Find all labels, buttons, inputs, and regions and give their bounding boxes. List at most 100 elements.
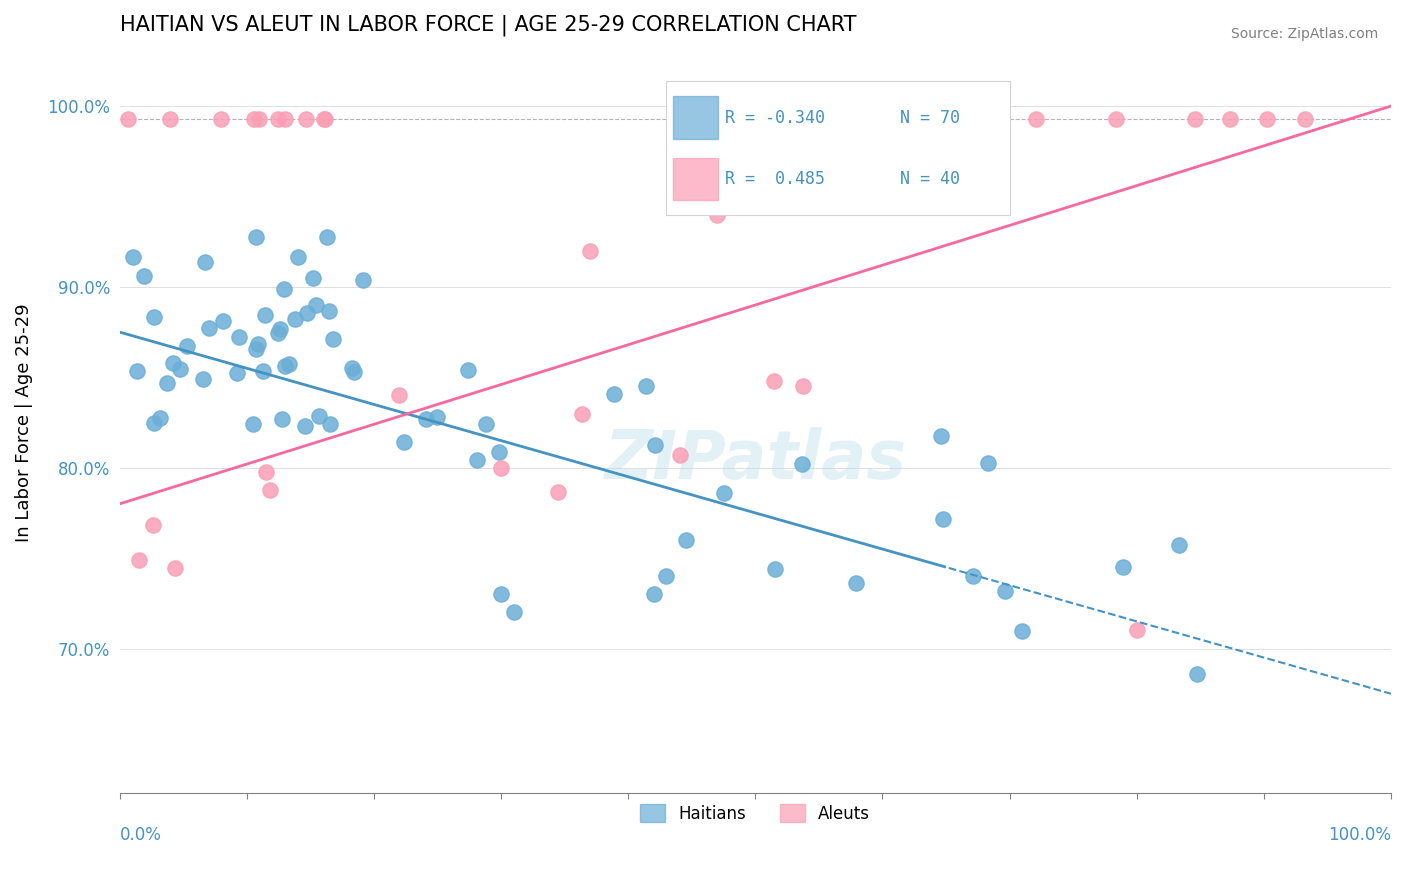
Point — [571, 407, 593, 421]
Point — [343, 365, 366, 379]
Point — [209, 112, 232, 126]
Point — [127, 364, 149, 378]
Point — [318, 304, 340, 318]
Point — [245, 230, 267, 244]
Point — [579, 244, 602, 258]
Point — [636, 379, 658, 393]
Point — [713, 486, 735, 500]
Point — [352, 273, 374, 287]
Point — [489, 460, 512, 475]
Point — [162, 356, 184, 370]
Point — [243, 112, 266, 126]
Point — [962, 568, 984, 582]
Point — [488, 445, 510, 459]
Point — [706, 208, 728, 222]
Point — [274, 112, 297, 126]
Point — [295, 305, 318, 319]
Point — [457, 363, 479, 377]
Point — [668, 448, 690, 462]
Point — [266, 326, 288, 340]
Point — [169, 362, 191, 376]
Point — [143, 310, 166, 324]
Point — [392, 434, 415, 449]
Point — [245, 342, 267, 356]
Point — [228, 330, 250, 344]
Point — [273, 282, 295, 296]
Point — [278, 357, 301, 371]
Point — [321, 332, 343, 346]
Point — [142, 517, 165, 532]
Point — [388, 388, 411, 402]
Point — [1185, 667, 1208, 681]
Point — [1219, 112, 1241, 126]
Point — [270, 411, 292, 425]
Point — [191, 372, 214, 386]
Point — [122, 250, 145, 264]
Point — [267, 112, 290, 126]
Point — [1168, 538, 1191, 552]
Point — [259, 483, 281, 497]
Point — [302, 270, 325, 285]
Point — [319, 417, 342, 432]
Point — [467, 453, 489, 467]
Point — [644, 438, 666, 452]
Point — [252, 364, 274, 378]
Point — [312, 112, 335, 126]
Point — [294, 419, 316, 434]
Text: 0.0%: 0.0% — [120, 826, 162, 844]
Point — [176, 339, 198, 353]
Point — [314, 112, 336, 126]
Point — [845, 576, 868, 591]
Point — [963, 112, 986, 126]
Point — [163, 561, 186, 575]
Point — [918, 112, 941, 126]
Point — [994, 584, 1017, 599]
Text: ZIPatlas: ZIPatlas — [605, 426, 907, 492]
Point — [159, 112, 181, 126]
Point — [762, 374, 785, 388]
Point — [675, 533, 697, 547]
Point — [1294, 112, 1316, 126]
Point — [1112, 560, 1135, 574]
Point — [502, 605, 524, 619]
Point — [340, 361, 363, 376]
Point — [1125, 624, 1147, 638]
Point — [149, 411, 172, 425]
Point — [284, 312, 307, 326]
Point — [1104, 112, 1126, 126]
Point — [932, 512, 955, 526]
Point — [603, 386, 626, 401]
Point — [415, 412, 437, 426]
Point — [1184, 112, 1206, 126]
Legend: Haitians, Aleuts: Haitians, Aleuts — [634, 797, 877, 830]
Point — [274, 359, 297, 373]
Point — [308, 409, 330, 423]
Point — [249, 112, 271, 126]
Point — [211, 313, 233, 327]
Point — [655, 569, 678, 583]
Point — [198, 321, 221, 335]
Point — [194, 254, 217, 268]
Text: HAITIAN VS ALEUT IN LABOR FORCE | AGE 25-29 CORRELATION CHART: HAITIAN VS ALEUT IN LABOR FORCE | AGE 25… — [120, 15, 856, 37]
Point — [132, 268, 155, 283]
Point — [315, 230, 337, 244]
Point — [253, 308, 276, 322]
Point — [489, 587, 512, 601]
Point — [305, 298, 328, 312]
Point — [242, 417, 264, 431]
Point — [142, 416, 165, 430]
Point — [977, 456, 1000, 470]
Text: Source: ZipAtlas.com: Source: ZipAtlas.com — [1230, 27, 1378, 41]
Point — [269, 322, 291, 336]
Point — [287, 250, 309, 264]
Y-axis label: In Labor Force | Age 25-29: In Labor Force | Age 25-29 — [15, 303, 32, 541]
Point — [547, 484, 569, 499]
Point — [254, 465, 277, 479]
Point — [792, 457, 814, 471]
Point — [156, 376, 179, 391]
Point — [117, 112, 139, 126]
Point — [426, 409, 449, 424]
Point — [1011, 624, 1033, 638]
Point — [643, 587, 665, 601]
Text: 100.0%: 100.0% — [1329, 826, 1391, 844]
